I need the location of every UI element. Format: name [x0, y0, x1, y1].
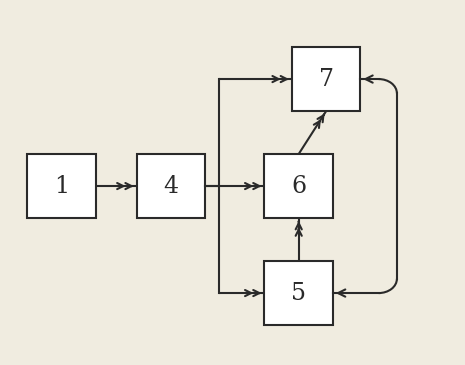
Text: 5: 5 [291, 281, 306, 304]
FancyBboxPatch shape [137, 154, 205, 218]
Text: 1: 1 [53, 174, 69, 197]
Text: 7: 7 [319, 68, 333, 91]
Text: 6: 6 [291, 174, 306, 197]
FancyBboxPatch shape [265, 154, 333, 218]
FancyBboxPatch shape [265, 261, 333, 325]
Text: 4: 4 [163, 174, 179, 197]
FancyBboxPatch shape [27, 154, 95, 218]
FancyBboxPatch shape [292, 47, 360, 111]
